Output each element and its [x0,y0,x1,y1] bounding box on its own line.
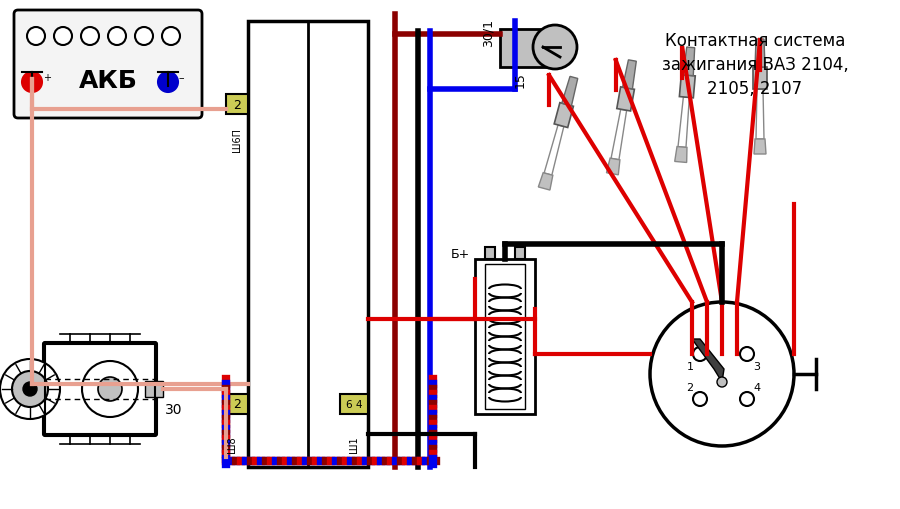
Polygon shape [755,40,765,68]
Polygon shape [678,98,689,148]
Circle shape [22,73,42,93]
Text: Ш8: Ш8 [227,436,237,453]
Bar [475,260,535,414]
Circle shape [717,377,727,387]
Circle shape [740,347,754,361]
Polygon shape [544,126,563,176]
Polygon shape [562,77,578,106]
Polygon shape [754,140,766,155]
Polygon shape [554,103,573,128]
Text: 30: 30 [165,402,183,416]
Circle shape [23,382,37,396]
Text: 30/1: 30/1 [482,19,495,47]
Polygon shape [692,340,724,382]
Circle shape [98,377,122,401]
Polygon shape [683,48,695,76]
Bar [515,247,525,260]
Polygon shape [623,61,636,90]
FancyBboxPatch shape [14,11,202,119]
Text: АКБ: АКБ [78,69,138,93]
Circle shape [0,359,60,419]
Polygon shape [607,159,620,176]
Bar [340,394,368,414]
Text: 2: 2 [233,98,241,111]
Text: 6 4: 6 4 [346,399,363,409]
Text: 1: 1 [687,361,694,371]
Circle shape [82,361,138,417]
Text: +: + [43,73,51,83]
Text: Ш6П: Ш6П [232,128,242,152]
Polygon shape [756,90,764,140]
Circle shape [693,347,707,361]
Text: 2: 2 [687,382,694,392]
Text: 2: 2 [233,398,241,411]
Polygon shape [611,110,626,160]
Circle shape [740,392,754,406]
Circle shape [162,28,180,46]
Circle shape [135,28,153,46]
Bar [226,394,248,414]
Bar [248,22,368,467]
Circle shape [108,28,126,46]
Polygon shape [538,174,553,191]
Text: Ш1: Ш1 [349,436,359,453]
FancyBboxPatch shape [43,343,157,436]
Text: 3: 3 [753,361,760,371]
Bar [485,247,495,260]
Circle shape [158,73,178,93]
Circle shape [533,26,577,70]
Text: 15: 15 [514,72,526,88]
Circle shape [54,28,72,46]
Polygon shape [680,75,695,99]
Bar [500,30,550,68]
Circle shape [650,302,794,446]
Bar [145,381,163,397]
Text: 4: 4 [753,382,760,392]
Text: –: – [178,73,184,83]
Text: Контактная система
зажигания ВАЗ 2104,
2105, 2107: Контактная система зажигания ВАЗ 2104, 2… [662,33,849,97]
Text: Б+: Б+ [451,247,470,260]
Circle shape [12,371,48,407]
Circle shape [693,392,707,406]
Bar [485,265,525,409]
Circle shape [81,28,99,46]
Circle shape [27,28,45,46]
Bar [226,95,248,115]
Polygon shape [675,147,687,163]
Polygon shape [616,88,634,112]
Polygon shape [753,68,767,90]
